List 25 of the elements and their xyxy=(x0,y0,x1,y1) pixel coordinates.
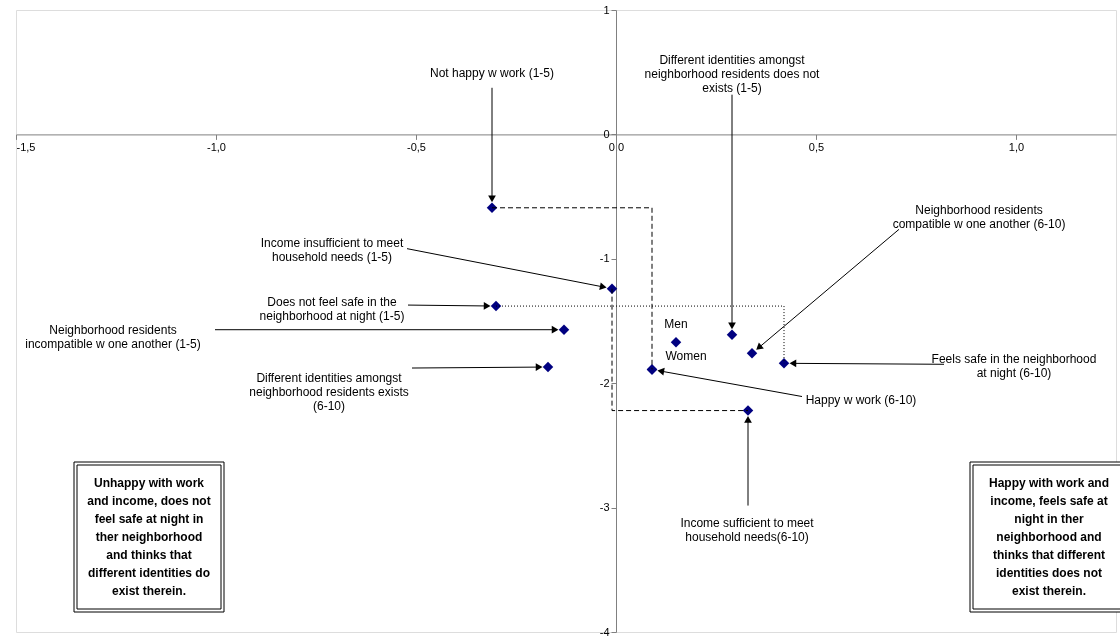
y-tick-label: -3 xyxy=(599,501,610,514)
x-tick-label: -1,0 xyxy=(207,140,226,153)
annotation: Does not feel safe in the neighborhood at night (1-5) xyxy=(259,295,405,324)
annotation: Neighborhood residents compatible w one another (6-10) xyxy=(892,203,1066,232)
annotation: Women xyxy=(665,348,707,363)
annotation: Income sufficient to meet household needs(6-10) xyxy=(680,515,815,544)
x-tick-label: -0,5 xyxy=(407,140,426,153)
y-tick-label: -4 xyxy=(599,625,610,638)
annotation: Feels safe in the neighborhood at night (6-10) xyxy=(931,352,1097,381)
annotation: Happy with work and income, feels safe at night in ther neighborhood and thinks that different identities does not exist therein. xyxy=(988,476,1110,598)
annotation: Different identities amongst neighborhood residents exists (6-10) xyxy=(249,371,409,414)
annotation: Unhappy with work and income, does not feel safe at night in ther neighborhood and thinks that different identities do exist therein. xyxy=(87,476,211,598)
annotation: Not happy w work (1-5) xyxy=(429,65,555,80)
annotation: Happy w work (6-10) xyxy=(805,392,917,407)
y-tick-label: 1 xyxy=(603,3,610,16)
x-tick-label: 1,0 xyxy=(1008,140,1025,153)
annotation: Neighborhood residents incompatible w one another (1-5) xyxy=(25,322,201,351)
annotation: Men xyxy=(664,317,688,332)
annotation: Different identities amongst neighborhood residents does not exists (1-5) xyxy=(644,52,821,95)
y-tick-label: 0 xyxy=(603,127,610,140)
x-tick-label: 0,5 xyxy=(808,140,825,153)
x-tick-label: -1,5 xyxy=(16,140,36,153)
y-tick-label: -1 xyxy=(599,252,610,265)
y-tick-label: -2 xyxy=(599,376,610,389)
annotation: Income insufficient to meet household needs (1-5) xyxy=(260,235,404,264)
